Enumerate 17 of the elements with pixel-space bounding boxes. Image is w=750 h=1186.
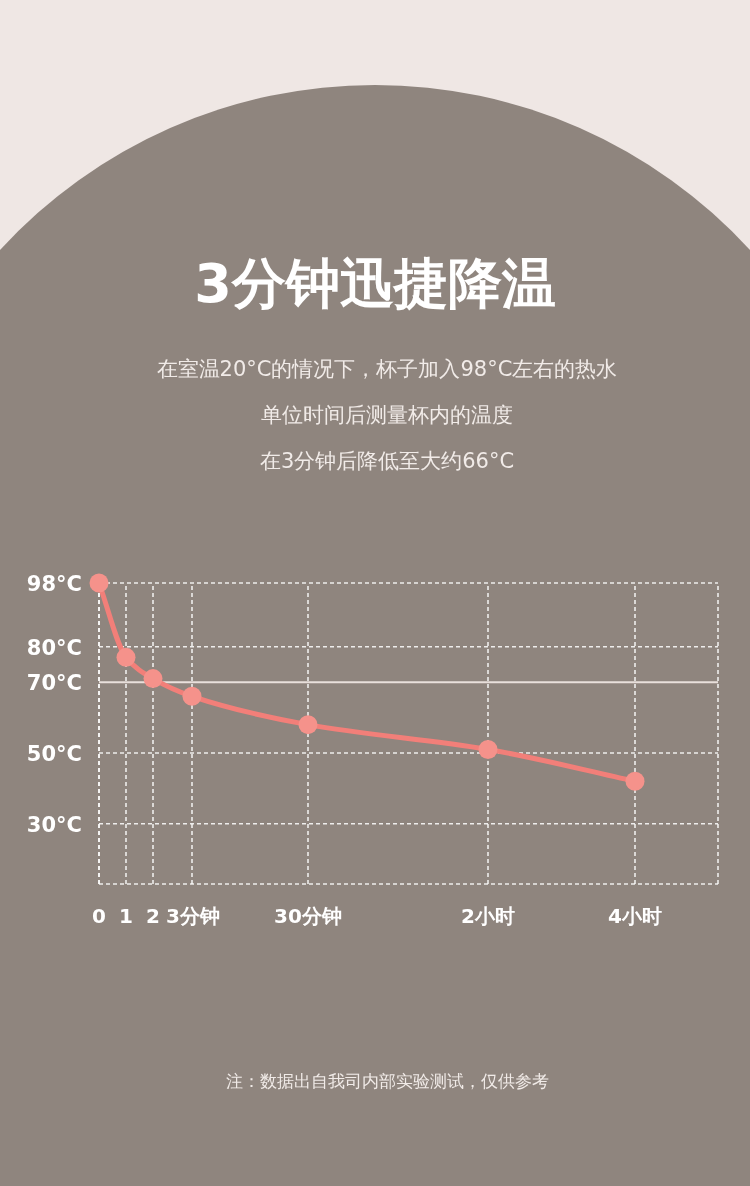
text: 单位时间后测量杯内的温度 [261, 403, 513, 427]
x-tick-label: 2 [146, 904, 160, 928]
y-tick-label: 50°C [26, 741, 82, 766]
x-tick-label: 2小时 [461, 904, 515, 928]
chart-title: 3分钟迅捷降温 [194, 252, 556, 315]
x-tick-label: 30分钟 [274, 904, 342, 928]
x-tick-label: 3分钟 [165, 904, 220, 928]
x-tick-label: 4小时 [608, 904, 662, 928]
text: 在3分钟后降低至大约66°C [259, 449, 515, 473]
chart-subtitle: 在室温20°C的情况下，杯子加入98°C左右的热水 [156, 357, 618, 381]
y-tick-label: 30°C [26, 812, 82, 837]
y-tick-label: 98°C [26, 572, 82, 596]
x-tick-label: 1 [119, 904, 133, 928]
y-tick-label: 80°C [26, 635, 82, 660]
x-tick-label: 0 [92, 904, 106, 928]
text: 注：数据出自我司内部实验测试，仅供参考 [225, 1071, 549, 1091]
y-tick-label: 70°C [26, 671, 82, 696]
